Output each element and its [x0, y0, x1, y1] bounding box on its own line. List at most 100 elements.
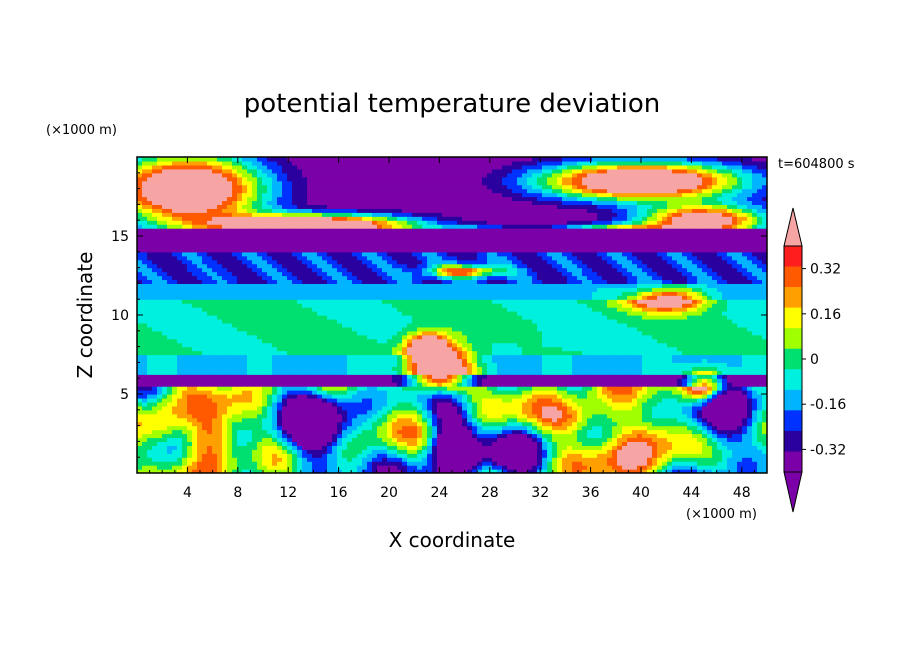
- field-cell: [507, 370, 513, 375]
- field-cell: [392, 390, 398, 395]
- field-cell: [582, 445, 588, 450]
- field-cell: [157, 386, 163, 391]
- field-cell: [707, 370, 713, 375]
- field-cell: [627, 390, 633, 395]
- field-cell: [237, 390, 243, 395]
- field-cell: [437, 417, 443, 423]
- field-cell: [227, 318, 233, 324]
- field-cell: [192, 350, 198, 356]
- field-cell: [452, 413, 458, 419]
- field-cell: [262, 338, 268, 344]
- field-cell: [177, 397, 183, 403]
- field-cell: [322, 445, 328, 450]
- field-cell: [542, 441, 548, 446]
- field-cell: [447, 354, 453, 360]
- field-cell: [632, 390, 638, 395]
- field-cell: [482, 445, 488, 450]
- field-cell: [232, 386, 238, 391]
- field-cell: [612, 421, 618, 427]
- field-cell: [267, 457, 273, 462]
- field-cell: [367, 465, 373, 470]
- field-cell: [647, 465, 653, 470]
- field-cell: [477, 425, 483, 431]
- field-cell: [752, 409, 758, 415]
- field-cell: [272, 449, 278, 454]
- field-cell: [712, 362, 718, 367]
- field-cell: [147, 346, 153, 352]
- field-cell: [377, 429, 383, 435]
- field-cell: [752, 382, 758, 387]
- field-cell: [237, 445, 243, 450]
- field-cell: [707, 413, 713, 419]
- field-cell: [222, 394, 228, 399]
- field-cell: [662, 342, 668, 348]
- field-cell: [172, 390, 178, 395]
- field-cell: [732, 326, 738, 332]
- field-cell: [642, 334, 648, 340]
- field-cell: [637, 405, 643, 411]
- field-cell: [537, 421, 543, 427]
- field-cell: [617, 342, 623, 348]
- field-cell: [602, 370, 608, 375]
- field-cell: [422, 354, 428, 360]
- field-cell: [192, 441, 198, 446]
- field-cell: [152, 433, 158, 439]
- field-cell: [182, 457, 188, 462]
- field-cell: [422, 401, 428, 407]
- field-cell: [602, 433, 608, 439]
- field-cell: [532, 346, 538, 352]
- field-cell: [262, 469, 268, 473]
- field-cell: [317, 441, 323, 446]
- field-cell: [717, 461, 723, 466]
- field-cell: [632, 417, 638, 423]
- field-cell: [342, 382, 348, 387]
- field-cell: [392, 465, 398, 470]
- field-cell: [182, 346, 188, 352]
- field-cell: [322, 425, 328, 431]
- field-cell: [717, 362, 723, 367]
- field-cell: [357, 366, 363, 371]
- field-cell: [507, 421, 513, 427]
- field-cell: [547, 370, 553, 375]
- field-cell: [382, 382, 388, 387]
- field-cell: [152, 457, 158, 462]
- field-cell: [457, 453, 463, 458]
- field-cell: [657, 318, 663, 324]
- field-cell: [562, 362, 568, 367]
- field-cell: [282, 346, 288, 352]
- field-cell: [732, 401, 738, 407]
- field-cell: [167, 417, 173, 423]
- field-cell: [327, 342, 333, 348]
- field-cell: [257, 394, 263, 399]
- field-cell: [202, 346, 208, 352]
- field-cell: [147, 425, 153, 431]
- field-cell: [452, 318, 458, 324]
- field-cell: [157, 397, 163, 403]
- field-cell: [692, 342, 698, 348]
- field-cell: [737, 425, 743, 431]
- field-cell: [247, 326, 253, 332]
- field-cell: [352, 425, 358, 431]
- field-cell: [667, 342, 673, 348]
- field-cell: [722, 330, 728, 336]
- field-cell: [547, 350, 553, 356]
- field-cell: [732, 445, 738, 450]
- field-cell: [532, 397, 538, 403]
- field-cell: [422, 449, 428, 454]
- field-cell: [332, 437, 338, 442]
- field-cell: [257, 386, 263, 391]
- field-cell: [647, 330, 653, 336]
- field-cell: [662, 346, 668, 352]
- field-cell: [747, 417, 753, 423]
- field-cell: [277, 366, 283, 371]
- field-cell: [742, 394, 748, 399]
- field-cell: [532, 433, 538, 439]
- field-cell: [272, 429, 278, 435]
- field-cell: [232, 382, 238, 387]
- field-cell: [447, 374, 453, 379]
- field-cell: [447, 346, 453, 352]
- field-cell: [467, 469, 473, 473]
- field-cell: [657, 382, 663, 387]
- field-cell: [492, 457, 498, 462]
- field-cell: [302, 445, 308, 450]
